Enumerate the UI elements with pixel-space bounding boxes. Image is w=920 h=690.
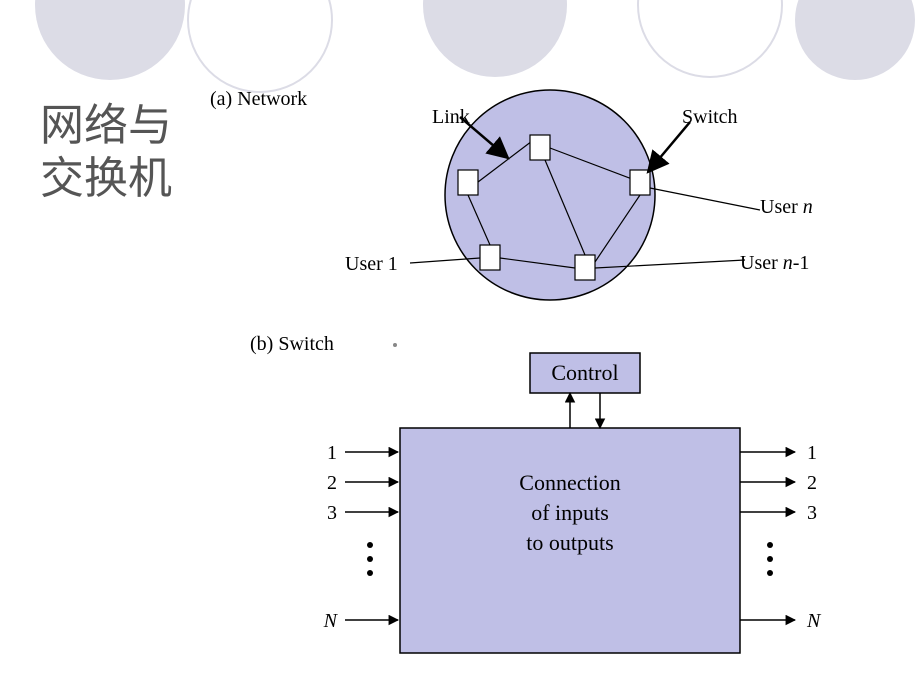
caption-a: (a) Network (210, 88, 307, 111)
bg-circle (423, 0, 567, 77)
main-box-text: to outputs (526, 530, 613, 555)
vdots-left (367, 570, 373, 576)
vdots-right (767, 570, 773, 576)
vdots-right (767, 556, 773, 562)
label-switch: Switch (682, 106, 738, 129)
label-usern1: User n-1 (740, 252, 809, 275)
bg-circle (188, 0, 332, 92)
switch-node (575, 255, 595, 280)
switch-node (480, 245, 500, 270)
label-link: Link (432, 106, 470, 129)
output-label: 3 (807, 502, 817, 524)
main-box-text: Connection (519, 470, 620, 495)
label-usern: User n (760, 196, 813, 219)
switch-pointer-arrow (648, 122, 690, 172)
input-label: 1 (327, 442, 337, 464)
bg-circle (638, 0, 782, 77)
output-label: 1 (807, 442, 817, 464)
vdots-left (367, 542, 373, 548)
label-user1: User 1 (345, 253, 398, 276)
vdots-left (367, 556, 373, 562)
switch-node (458, 170, 478, 195)
bg-circle (35, 0, 185, 80)
input-label: N (323, 610, 339, 632)
input-label: 2 (327, 472, 337, 494)
bg-circle (795, 0, 915, 80)
switch-node (630, 170, 650, 195)
switch-node (530, 135, 550, 160)
slide-marker (393, 343, 397, 347)
page-title: 网络与 交换机 (40, 100, 172, 206)
caption-b: (b) Switch (250, 333, 334, 356)
main-box-text: of inputs (531, 500, 609, 525)
vdots-right (767, 542, 773, 548)
output-label: 2 (807, 472, 817, 494)
user-line (650, 188, 760, 210)
output-label: N (806, 610, 822, 632)
control-label: Control (551, 360, 618, 385)
input-label: 3 (327, 502, 337, 524)
